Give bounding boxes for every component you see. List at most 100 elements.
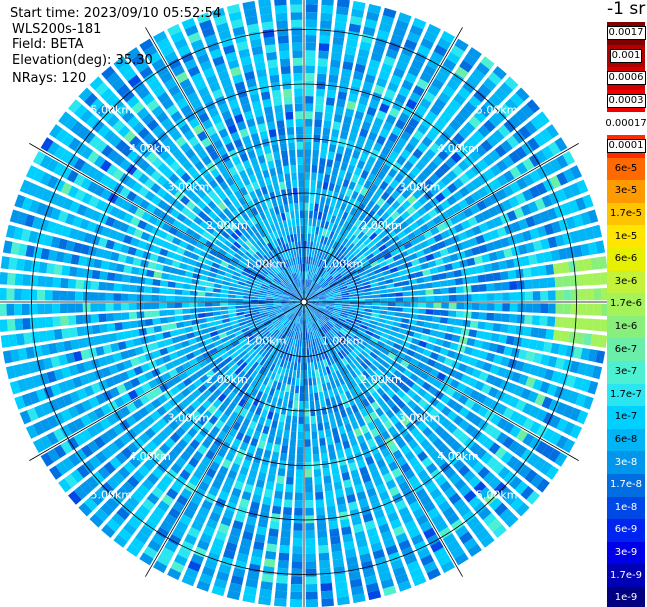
range-gate — [287, 400, 293, 409]
range-gate — [466, 135, 479, 148]
colorbar-unit-title: -1 sr — [607, 0, 646, 19]
range-gate — [305, 80, 315, 89]
range-gate — [307, 316, 310, 325]
range-gate — [53, 264, 63, 275]
range-gate — [338, 511, 349, 521]
range-gate — [133, 365, 144, 376]
range-gate — [174, 309, 183, 315]
range-gate — [362, 81, 374, 92]
range-gate — [440, 310, 449, 317]
range-gate — [464, 346, 474, 356]
range-gate — [320, 150, 327, 159]
range-gate — [374, 434, 384, 445]
range-gate — [236, 358, 245, 367]
range-gate — [8, 334, 18, 347]
range-gate — [419, 223, 430, 233]
range-gate — [493, 354, 503, 365]
range-gate — [266, 334, 274, 342]
range-gate — [310, 306, 317, 311]
colorbar-tick-label: 1.7e-5 — [609, 208, 643, 220]
range-gate — [395, 292, 403, 297]
range-gate — [161, 354, 172, 364]
range-gate — [233, 343, 242, 351]
range-gate — [332, 558, 345, 568]
range-gate — [166, 295, 175, 302]
range-gate — [515, 399, 527, 412]
range-gate — [335, 488, 345, 498]
range-gate — [330, 199, 337, 208]
range-gate — [514, 109, 529, 123]
range-gate — [32, 438, 46, 453]
range-gate — [100, 502, 114, 517]
range-gate — [429, 104, 442, 116]
range-gate — [293, 73, 303, 81]
range-gate — [305, 530, 315, 539]
range-gate — [289, 157, 296, 166]
range-gate — [19, 410, 32, 425]
range-gate — [389, 179, 400, 189]
range-gate — [492, 216, 503, 227]
range-gate — [442, 340, 452, 349]
range-gate — [514, 232, 525, 244]
range-gate — [258, 302, 266, 305]
range-gate — [15, 258, 25, 271]
range-gate — [385, 278, 394, 284]
range-gate — [398, 328, 407, 335]
range-gate — [192, 469, 204, 480]
range-gate — [330, 175, 337, 184]
range-gate — [245, 411, 254, 421]
range-gate — [283, 327, 289, 335]
range-gate — [420, 334, 430, 342]
range-gate — [194, 487, 206, 499]
range-gate — [354, 318, 362, 324]
range-gate — [395, 19, 409, 31]
range-gate — [410, 290, 419, 296]
range-gate — [316, 250, 321, 259]
range-gate — [189, 373, 199, 382]
range-gate — [534, 393, 546, 407]
range-gate — [228, 428, 238, 438]
range-gate — [180, 398, 190, 409]
range-gate — [494, 502, 508, 517]
range-gate — [326, 295, 335, 299]
range-gate — [178, 371, 189, 381]
range-gate — [76, 464, 90, 479]
range-gate — [423, 178, 434, 189]
range-gate — [317, 361, 322, 370]
range-gate — [333, 481, 343, 491]
range-gate — [421, 381, 432, 391]
range-gate — [340, 310, 349, 314]
range-gate — [366, 438, 376, 448]
range-gate — [568, 260, 577, 273]
range-gate — [329, 356, 335, 365]
range-gate — [563, 289, 571, 301]
range-gate — [308, 256, 311, 265]
range-gate — [360, 186, 369, 196]
range-gate — [508, 195, 520, 208]
range-gate — [287, 345, 292, 354]
range-gate — [209, 461, 220, 472]
range-gate — [318, 297, 327, 300]
range-gate — [175, 520, 189, 533]
range-gate — [250, 556, 262, 566]
range-gate — [488, 149, 501, 162]
range-gate — [238, 321, 247, 327]
range-gate — [361, 196, 370, 206]
range-gate — [370, 51, 383, 63]
range-gate — [273, 97, 283, 106]
range-gate — [312, 314, 318, 322]
range-gate — [345, 251, 353, 259]
range-gate — [381, 360, 390, 369]
range-gate — [169, 432, 181, 443]
range-gate — [131, 411, 143, 423]
range-gate — [392, 276, 401, 283]
range-gate — [285, 336, 291, 345]
colorbar-tick-label: 6e-8 — [614, 434, 638, 446]
range-gate — [352, 359, 360, 367]
range-gate — [29, 275, 39, 287]
range-gate — [326, 305, 335, 309]
range-gate — [191, 399, 201, 410]
range-gate — [308, 308, 314, 315]
range-gate — [569, 182, 582, 197]
range-gate — [295, 385, 300, 394]
